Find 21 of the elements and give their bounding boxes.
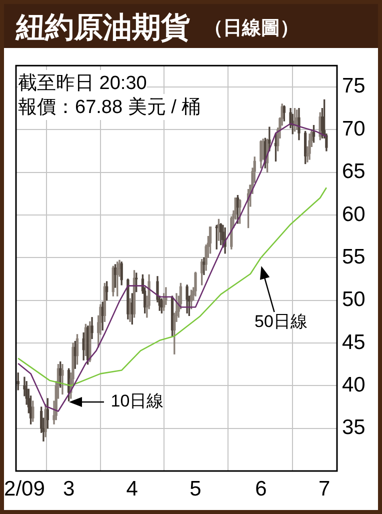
annotation: 10日線 [110,392,164,411]
x-tick-label: 3 [62,477,75,500]
y-tick-label: 50 [342,288,366,312]
y-tick-label: 65 [342,160,366,184]
x-tick-label: 6 [255,477,267,500]
y-tick-label: 45 [342,330,366,354]
y-tick-label: 40 [342,373,366,396]
y-tick-label: 35 [342,416,366,440]
x-tick-label: 2/09 [4,477,45,500]
annotation: 50日線 [254,312,308,331]
y-tick-label: 70 [342,117,366,140]
chart-title: 紐約原油期貨 [16,9,190,46]
x-tick-label: 4 [126,477,138,500]
y-tick-label: 60 [342,202,366,226]
x-tick-label: 7 [318,477,330,500]
y-tick-label: 75 [342,74,366,98]
x-tick-label: 5 [190,477,202,500]
y-tick-label: 55 [342,245,366,268]
annotation: 截至昨日 20:30 [18,70,147,96]
annotation: 報價：67.88 美元 / 桶 [18,94,201,120]
chart-subtitle: （日線圖） [204,16,299,41]
